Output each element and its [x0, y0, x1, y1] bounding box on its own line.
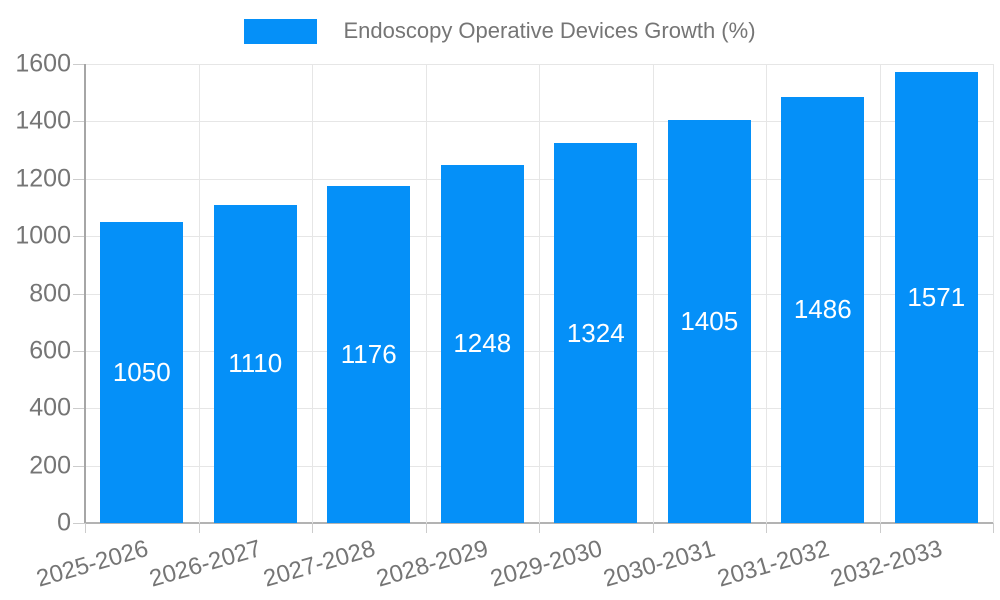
bar: 1405: [667, 119, 751, 523]
y-tick-mark: [73, 408, 85, 410]
bar-value-label: 1324: [566, 317, 625, 348]
y-tick-mark: [73, 121, 85, 123]
y-tick-mark: [73, 350, 85, 352]
y-tick-mark: [73, 236, 85, 238]
y-axis-tick-label: 1200: [15, 164, 71, 193]
x-axis-tick-label: 2029-2030: [487, 535, 606, 593]
bar: 1176: [327, 185, 411, 523]
bar-value-label: 1571: [907, 282, 966, 313]
y-tick-mark: [73, 293, 85, 295]
y-tick-mark: [73, 465, 85, 467]
x-gridline: [879, 64, 881, 523]
bar: 1324: [554, 143, 638, 523]
y-tick-mark: [73, 178, 85, 180]
y-axis-tick-label: 1400: [15, 106, 71, 135]
y-axis-tick-label: 200: [29, 451, 71, 480]
x-gridline: [198, 64, 200, 523]
x-gridline: [312, 64, 313, 523]
x-gridline: [652, 64, 654, 523]
y-axis-tick-label: 800: [29, 279, 71, 307]
bar: 1050: [100, 221, 184, 523]
x-axis-tick-label: 2030-2031: [600, 535, 719, 593]
x-gridline: [425, 64, 427, 523]
y-axis-tick-label: 1000: [15, 221, 71, 250]
bar-value-label: 1486: [793, 294, 852, 325]
x-tick-mark: [766, 523, 767, 533]
legend-swatch: [244, 18, 318, 44]
y-axis-tick-label: 600: [29, 336, 71, 365]
bar-value-label: 1176: [340, 338, 397, 369]
x-tick-mark: [312, 523, 313, 533]
y-tick-mark: [73, 523, 85, 524]
legend-label: Endoscopy Operative Devices Growth (%): [343, 18, 756, 43]
x-axis-tick-label: 2026-2027: [146, 535, 265, 593]
y-axis-tick-label: 0: [57, 508, 71, 537]
x-axis-tick-label: 2028-2029: [373, 535, 492, 593]
bar-value-label: 1248: [453, 328, 512, 359]
x-axis-tick-label: 2032-2033: [827, 535, 946, 593]
y-tick-mark: [73, 64, 85, 65]
x-tick-mark: [879, 523, 881, 533]
x-tick-mark: [539, 523, 540, 533]
x-gridline: [766, 64, 767, 523]
bar-value-label: 1110: [228, 348, 283, 379]
x-tick-mark: [85, 523, 86, 533]
x-axis-tick-label: 2025-2026: [33, 535, 152, 593]
x-axis-tick-label: 2027-2028: [260, 535, 379, 593]
bar: 1571: [894, 72, 978, 523]
bar-value-label: 1405: [680, 305, 739, 336]
bar: 1486: [781, 96, 865, 523]
x-gridline: [539, 64, 540, 523]
x-tick-mark: [425, 523, 427, 533]
y-axis-tick-label: 400: [29, 393, 71, 422]
x-gridline: [993, 64, 994, 523]
y-axis-tick-label: 1600: [15, 49, 71, 78]
y-axis-line: [84, 64, 86, 523]
chart-legend: Endoscopy Operative Devices Growth (%): [0, 18, 1000, 44]
bar: 1248: [440, 164, 524, 523]
bar-value-label: 1050: [112, 356, 171, 387]
x-tick-mark: [198, 523, 200, 533]
x-axis-tick-label: 2031-2032: [714, 535, 833, 593]
x-tick-mark: [993, 523, 994, 533]
x-tick-mark: [652, 523, 654, 533]
bar: 1110: [213, 204, 297, 523]
